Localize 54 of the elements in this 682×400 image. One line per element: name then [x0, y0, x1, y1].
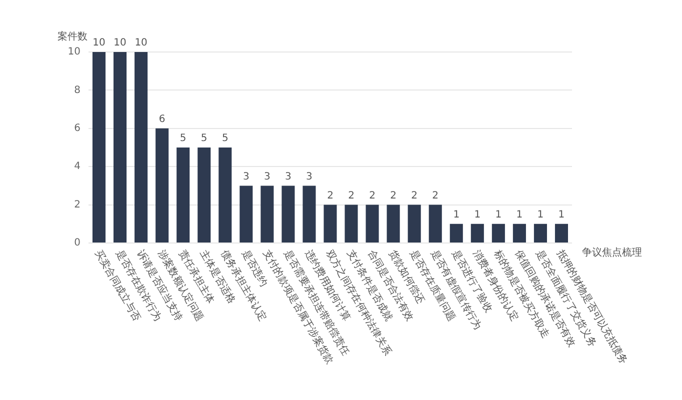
data-label: 5: [180, 133, 186, 144]
y-tick-label: 10: [68, 46, 80, 58]
data-label: 1: [453, 209, 460, 220]
data-label: 3: [242, 171, 250, 182]
bar: [534, 224, 547, 242]
data-label: 3: [264, 171, 270, 182]
y-tick-label: 4: [74, 161, 80, 172]
y-tick-label: 6: [74, 122, 80, 134]
y-tick-label: 8: [74, 84, 80, 96]
y-axis-title: 案件数: [58, 30, 88, 43]
data-label: 6: [158, 114, 166, 125]
bar: [450, 224, 463, 242]
bar: [134, 52, 148, 242]
bar: [218, 148, 232, 242]
bar: [512, 224, 526, 242]
bar: [366, 204, 379, 242]
bar: [198, 148, 211, 242]
data-label: 1: [558, 209, 565, 220]
bar: [302, 186, 316, 242]
data-label: 2: [327, 190, 334, 202]
data-label: 1: [474, 209, 481, 220]
bar: [492, 224, 505, 242]
bar: [282, 186, 295, 242]
bar: [428, 204, 442, 242]
data-label: 3: [306, 171, 312, 182]
bar: [240, 186, 253, 242]
data-label: 3: [285, 171, 292, 182]
bar: [156, 128, 169, 242]
x-axis-title: 争议焦点梳理: [582, 246, 642, 259]
bar: [260, 186, 274, 242]
data-label: 5: [200, 133, 208, 144]
data-label: 10: [114, 38, 126, 49]
bar: [470, 224, 484, 242]
data-label: 1: [495, 209, 502, 220]
bar: [344, 204, 358, 242]
data-label: 5: [222, 133, 228, 144]
bar: [92, 52, 106, 242]
data-label: 10: [92, 38, 106, 49]
data-label: 1: [516, 209, 523, 220]
bar: [554, 224, 568, 242]
bar: [408, 204, 421, 242]
bar: [324, 204, 337, 242]
data-label: 2: [369, 190, 376, 202]
data-label: 1: [537, 209, 544, 220]
data-label: 2: [348, 190, 354, 202]
bar: [176, 148, 190, 242]
data-label: 2: [432, 190, 439, 202]
bar: [386, 204, 400, 242]
y-tick-label: 2: [74, 199, 80, 210]
y-tick-label: 0: [74, 238, 80, 249]
bar: [114, 52, 127, 242]
data-label: 2: [411, 190, 418, 202]
data-label: 2: [390, 190, 397, 202]
data-label: 10: [134, 38, 148, 49]
